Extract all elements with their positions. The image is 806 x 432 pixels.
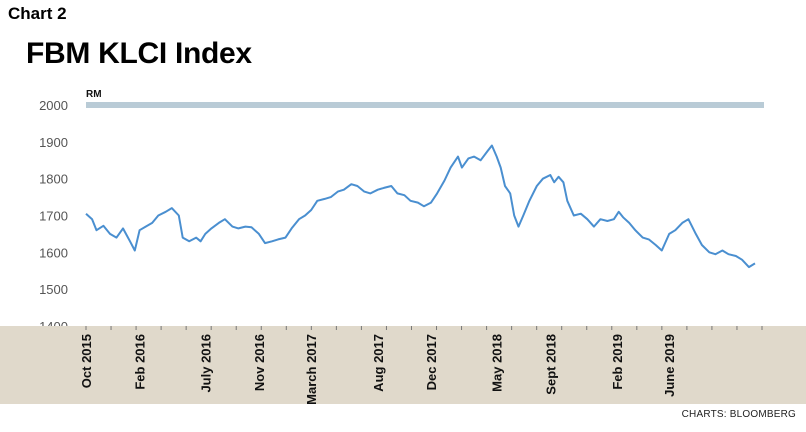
x-tick-label: March 2017 [304,334,319,405]
x-tick-label: Dec 2017 [424,334,439,390]
x-axis: Oct 2015 Feb 2016 July 2016 Nov 2016 March 2… [79,326,763,405]
x-tick-label: Aug 2017 [371,334,386,392]
y-axis: 1400150016001700180019002000 [39,98,68,334]
y-tick-label: 2000 [39,98,68,113]
source-credit: CHARTS: BLOOMBERG [681,409,796,420]
y-tick-label: 1800 [39,172,68,187]
x-tick-label: Oct 2015 [79,334,94,388]
x-tick-label: June 2019 [662,334,677,397]
x-tick-label: Feb 2019 [610,334,625,390]
chart-kicker: Chart 2 [8,4,67,23]
x-tick-label: Sept 2018 [543,334,558,395]
x-tick-label: May 2018 [490,334,505,392]
y-tick-label: 1900 [39,135,68,150]
y-unit-label: RM [86,89,102,100]
x-tick-label: Nov 2016 [252,334,267,391]
chart-title: FBM KLCI Index [26,37,252,70]
x-tick-label: Feb 2016 [133,334,148,390]
y-tick-label: 1700 [39,209,68,224]
y-tick-label: 1600 [39,245,68,260]
series-line [85,144,756,269]
top-highlight-bar [86,102,764,108]
x-tick-label: July 2016 [198,334,213,393]
x-axis-band [0,326,806,404]
y-tick-label: 1500 [39,282,68,297]
